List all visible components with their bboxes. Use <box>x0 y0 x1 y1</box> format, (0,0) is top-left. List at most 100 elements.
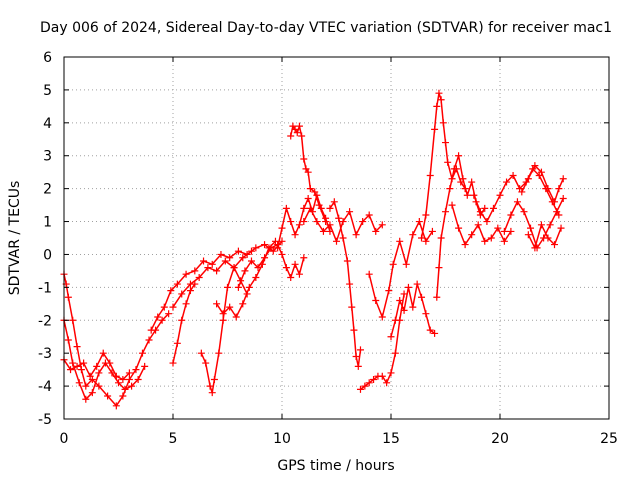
data-point <box>481 204 489 212</box>
chart-title: Day 006 of 2024, Sidereal Day-to-day VTE… <box>40 20 612 36</box>
y-tick-label: 1 <box>43 215 52 231</box>
data-point <box>378 221 386 229</box>
data-point <box>431 329 439 337</box>
data-point <box>356 385 364 393</box>
data-point <box>461 241 469 249</box>
data-point <box>112 402 120 410</box>
data-point <box>287 273 295 281</box>
data-point <box>202 359 210 367</box>
data-point <box>400 290 408 298</box>
data-point <box>350 326 358 334</box>
data-point <box>191 280 199 288</box>
series-line <box>521 164 564 203</box>
data-point <box>295 221 303 229</box>
data-point <box>169 303 177 311</box>
data-series <box>234 241 308 291</box>
data-series <box>197 264 251 397</box>
data-point <box>173 280 181 288</box>
y-tick-label: -3 <box>38 346 52 362</box>
data-point <box>210 376 218 384</box>
y-tick-label: 4 <box>43 116 52 132</box>
data-point <box>128 382 136 390</box>
data-point <box>213 267 221 275</box>
data-point <box>73 343 81 351</box>
data-point <box>468 178 476 186</box>
data-point <box>208 389 216 397</box>
data-point <box>291 231 299 239</box>
data-point <box>82 395 90 403</box>
data-point <box>559 175 567 183</box>
data-point <box>400 306 408 314</box>
y-tick-label: 6 <box>43 50 52 66</box>
data-point <box>182 300 190 308</box>
data-point <box>455 224 463 232</box>
data-point <box>247 257 255 265</box>
series-line <box>420 92 466 239</box>
data-point <box>95 382 103 390</box>
data-point <box>476 208 484 216</box>
data-point <box>73 362 81 370</box>
data-point <box>365 379 373 387</box>
data-point <box>544 185 552 193</box>
data-point <box>507 227 515 235</box>
data-point <box>252 273 260 281</box>
data-point <box>326 204 334 212</box>
data-point <box>282 264 290 272</box>
data-point <box>507 211 515 219</box>
ticks-layer: 0 5 10 15 20 25 -5 -4 -3 -2 -1 0 1 2 3 4 5 6 <box>38 50 618 447</box>
y-axis-label: SDTVAR / TECUs <box>7 181 23 296</box>
data-point <box>169 359 177 367</box>
data-series <box>524 221 565 252</box>
data-point <box>513 198 521 206</box>
data-series <box>300 204 386 245</box>
data-point <box>468 231 476 239</box>
data-point <box>278 224 286 232</box>
data-point <box>546 221 554 229</box>
series-line <box>503 198 564 249</box>
series-line <box>451 204 512 246</box>
data-point <box>459 175 467 183</box>
y-tick-label: -4 <box>38 379 52 395</box>
data-point <box>311 188 319 196</box>
data-point <box>531 162 539 170</box>
data-point <box>396 237 404 245</box>
y-tick-label: -1 <box>38 280 52 296</box>
data-point <box>106 359 114 367</box>
data-point <box>267 244 275 252</box>
data-point <box>132 366 140 374</box>
data-point <box>165 310 173 318</box>
data-point <box>167 287 175 295</box>
data-point <box>182 270 190 278</box>
data-point <box>245 283 253 291</box>
data-point <box>232 313 240 321</box>
data-point <box>385 287 393 295</box>
data-point <box>413 280 421 288</box>
data-point <box>77 366 85 374</box>
data-series <box>470 165 563 226</box>
data-point <box>293 129 301 137</box>
data-point <box>186 287 194 295</box>
data-point <box>428 227 436 235</box>
x-tick-label: 25 <box>600 431 618 447</box>
data-point <box>481 237 489 245</box>
data-point <box>326 221 334 229</box>
data-point <box>391 349 399 357</box>
data-point <box>125 369 133 377</box>
data-point <box>234 283 242 291</box>
data-point <box>442 208 449 216</box>
data-point <box>557 224 565 232</box>
data-point <box>217 250 225 258</box>
data-point <box>252 244 260 252</box>
data-point <box>361 382 369 390</box>
data-point <box>544 234 552 242</box>
data-series <box>433 152 489 301</box>
data-point <box>409 303 417 311</box>
series-line <box>200 266 248 394</box>
data-point <box>402 260 410 268</box>
data-point <box>537 221 545 229</box>
data-point <box>261 254 269 262</box>
data-point <box>435 89 443 97</box>
data-point <box>287 218 295 226</box>
data-point <box>147 326 155 334</box>
data-point <box>396 297 404 305</box>
